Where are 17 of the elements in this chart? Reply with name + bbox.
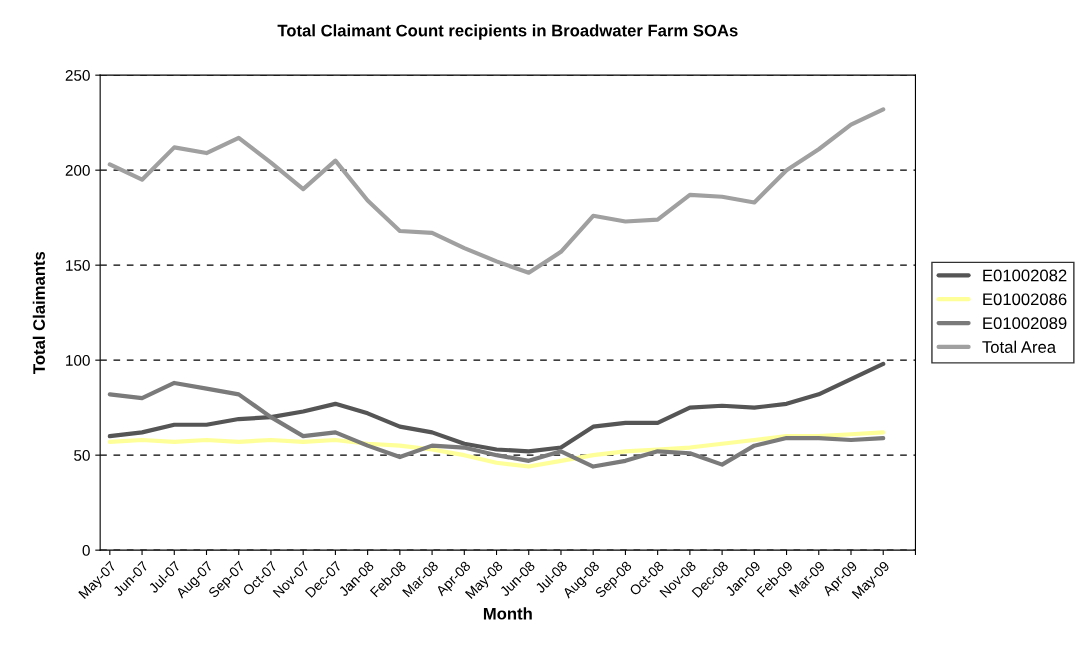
line-series: [107, 361, 886, 454]
y-tick-label: 100: [66, 355, 90, 366]
y-tick-label: 250: [65, 70, 90, 81]
line-series: [107, 430, 886, 469]
line-series: [107, 107, 886, 275]
legend-label: E01002082: [983, 269, 1067, 282]
legend-label: E01002086: [983, 293, 1067, 306]
y-tick-label: 150: [66, 260, 90, 271]
legend-label: Total Area: [982, 340, 1057, 353]
y-tick-label: 50: [74, 450, 90, 461]
x-axis-title: Month: [483, 607, 532, 620]
chart-title: Total Claimant Count recipients in Broadwater Farm SOAs: [277, 24, 738, 40]
legend-label: E01002089: [983, 317, 1067, 330]
y-tick-label: 200: [65, 165, 90, 176]
line-series: [107, 380, 886, 469]
y-tick-label: 0: [82, 545, 90, 556]
y-axis-title: Total Claimants: [32, 251, 45, 374]
